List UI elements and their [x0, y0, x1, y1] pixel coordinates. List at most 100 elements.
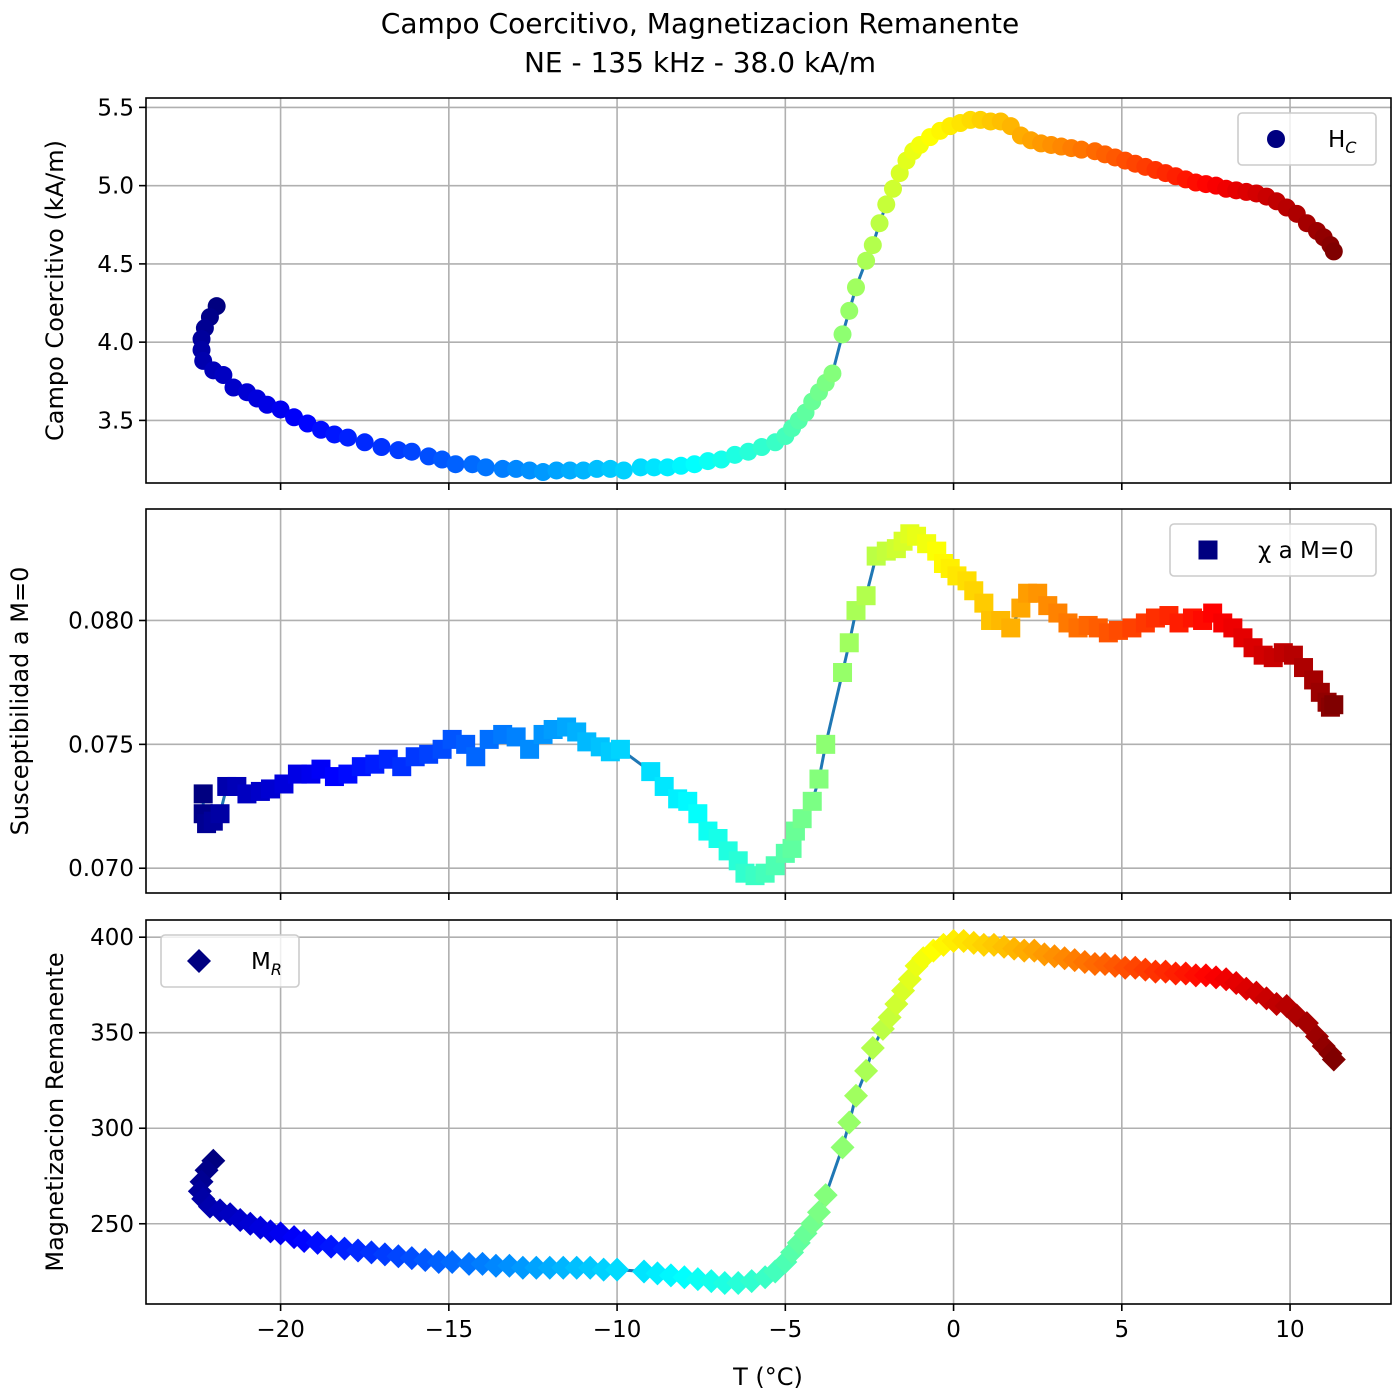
y-tick-label: 5.5	[97, 95, 134, 121]
y-axis-label: Magnetizacion Remanente	[41, 952, 69, 1271]
panel-remanent-magnetization: −20 −15 −10 −5 0 5 10 250 300 350 400 Magnetizaci…	[41, 919, 1392, 1343]
legend-box	[1237, 112, 1377, 166]
y-axis-label: Campo Coercitivo (kA/m)	[41, 140, 69, 441]
x-tick-label: −10	[593, 1317, 642, 1343]
data-point	[1001, 618, 1021, 638]
legend-label: χ a M=0	[1258, 538, 1354, 564]
data-point	[271, 400, 290, 419]
data-point	[614, 461, 633, 480]
data-point	[520, 739, 540, 759]
data-point	[974, 593, 994, 613]
legend-box	[160, 934, 300, 988]
data-point	[493, 459, 512, 478]
data-point	[551, 1255, 576, 1280]
y-tick-label: 0.070	[68, 856, 134, 882]
figure-title-line-2: NE - 135 kHz - 38.0 kA/m	[524, 46, 876, 79]
data-point	[547, 461, 566, 480]
y-tick-label: 300	[90, 1116, 134, 1142]
y-tick-label: 250	[90, 1212, 134, 1238]
legend: HC	[1237, 112, 1377, 166]
data-point	[193, 784, 213, 804]
data-point	[863, 236, 882, 255]
data-point	[1324, 242, 1343, 261]
data-point	[298, 414, 317, 433]
data-point	[457, 1251, 482, 1276]
data-point	[1321, 1047, 1346, 1072]
data-point	[238, 1211, 263, 1236]
data-point	[355, 433, 374, 452]
data-point	[837, 1110, 862, 1135]
data-point	[476, 458, 495, 477]
data-point	[372, 438, 391, 457]
data-point	[813, 1183, 838, 1208]
x-tick-label: 10	[1275, 1317, 1304, 1343]
data-point	[210, 804, 230, 824]
data-point	[685, 455, 704, 474]
data-point	[338, 428, 357, 447]
data-point	[520, 461, 539, 480]
y-tick-label: 400	[90, 925, 134, 951]
data-point	[285, 408, 304, 427]
data-point	[833, 325, 852, 344]
legend: χ a M=0	[1169, 523, 1377, 577]
data-point	[440, 1249, 465, 1274]
legend-box	[1169, 523, 1377, 577]
data-point	[833, 663, 853, 683]
data-point	[560, 461, 579, 480]
y-tick-label: 0.080	[68, 608, 134, 634]
data-point	[672, 456, 691, 475]
panel-coercive-field: 3.54.04.55.05.5 Campo Coercitivo (kA/m) …	[41, 95, 1392, 490]
data-point	[1011, 598, 1031, 618]
data-point	[1324, 695, 1344, 715]
x-tick-label: −5	[768, 1317, 802, 1343]
data-point	[823, 364, 842, 383]
panel-susceptibility: 0.070 0.075 0.080 Susceptibilidad a M=0 χ …	[6, 508, 1392, 900]
y-axis-label: Susceptibilidad a M=0	[6, 567, 34, 836]
x-axis-label: T (°C)	[732, 1363, 803, 1391]
data-point	[688, 804, 708, 824]
axes-frame	[145, 97, 1392, 484]
data-point	[658, 458, 677, 477]
legend-label-main: χ a M=0	[1258, 538, 1354, 564]
data-point	[463, 455, 482, 474]
data-point	[537, 1255, 562, 1280]
data-point	[712, 1270, 737, 1295]
data-point	[419, 447, 438, 466]
x-tick-label: 0	[946, 1317, 961, 1343]
data-point	[1072, 140, 1091, 159]
legend: MR	[160, 934, 300, 988]
data-point	[641, 762, 661, 782]
data-point	[507, 459, 526, 478]
data-point	[846, 601, 866, 621]
data-point	[884, 179, 902, 198]
data-point	[840, 301, 859, 320]
legend-label-main: H	[1328, 127, 1345, 153]
data-point	[510, 1255, 535, 1280]
legend-label: MR	[251, 949, 282, 979]
data-point	[792, 809, 812, 829]
y-tick-label: 4.5	[97, 252, 134, 278]
data-point	[591, 1257, 616, 1282]
data-point	[645, 458, 664, 477]
data-point	[483, 1253, 508, 1278]
data-point	[402, 442, 421, 461]
legend-marker-icon	[187, 949, 211, 973]
x-tick-label: 5	[1114, 1317, 1129, 1343]
data-point	[830, 1135, 855, 1160]
legend-marker-icon	[1267, 130, 1285, 148]
x-tick-label: −15	[425, 1317, 474, 1343]
data-point	[870, 214, 889, 233]
data-point	[446, 455, 465, 474]
data-point	[877, 195, 896, 214]
data-point	[466, 747, 486, 767]
data-point	[860, 1036, 885, 1060]
y-tick-label: 350	[90, 1021, 134, 1047]
data-point	[534, 463, 553, 482]
connecting-line	[198, 939, 1336, 1285]
legend-label-subscript: C	[1345, 138, 1357, 157]
data-point	[389, 441, 408, 460]
data-point	[631, 458, 650, 477]
y-tick-label: 4.0	[97, 330, 134, 356]
data-point	[857, 251, 876, 270]
y-tick-label: 0.075	[68, 732, 134, 758]
